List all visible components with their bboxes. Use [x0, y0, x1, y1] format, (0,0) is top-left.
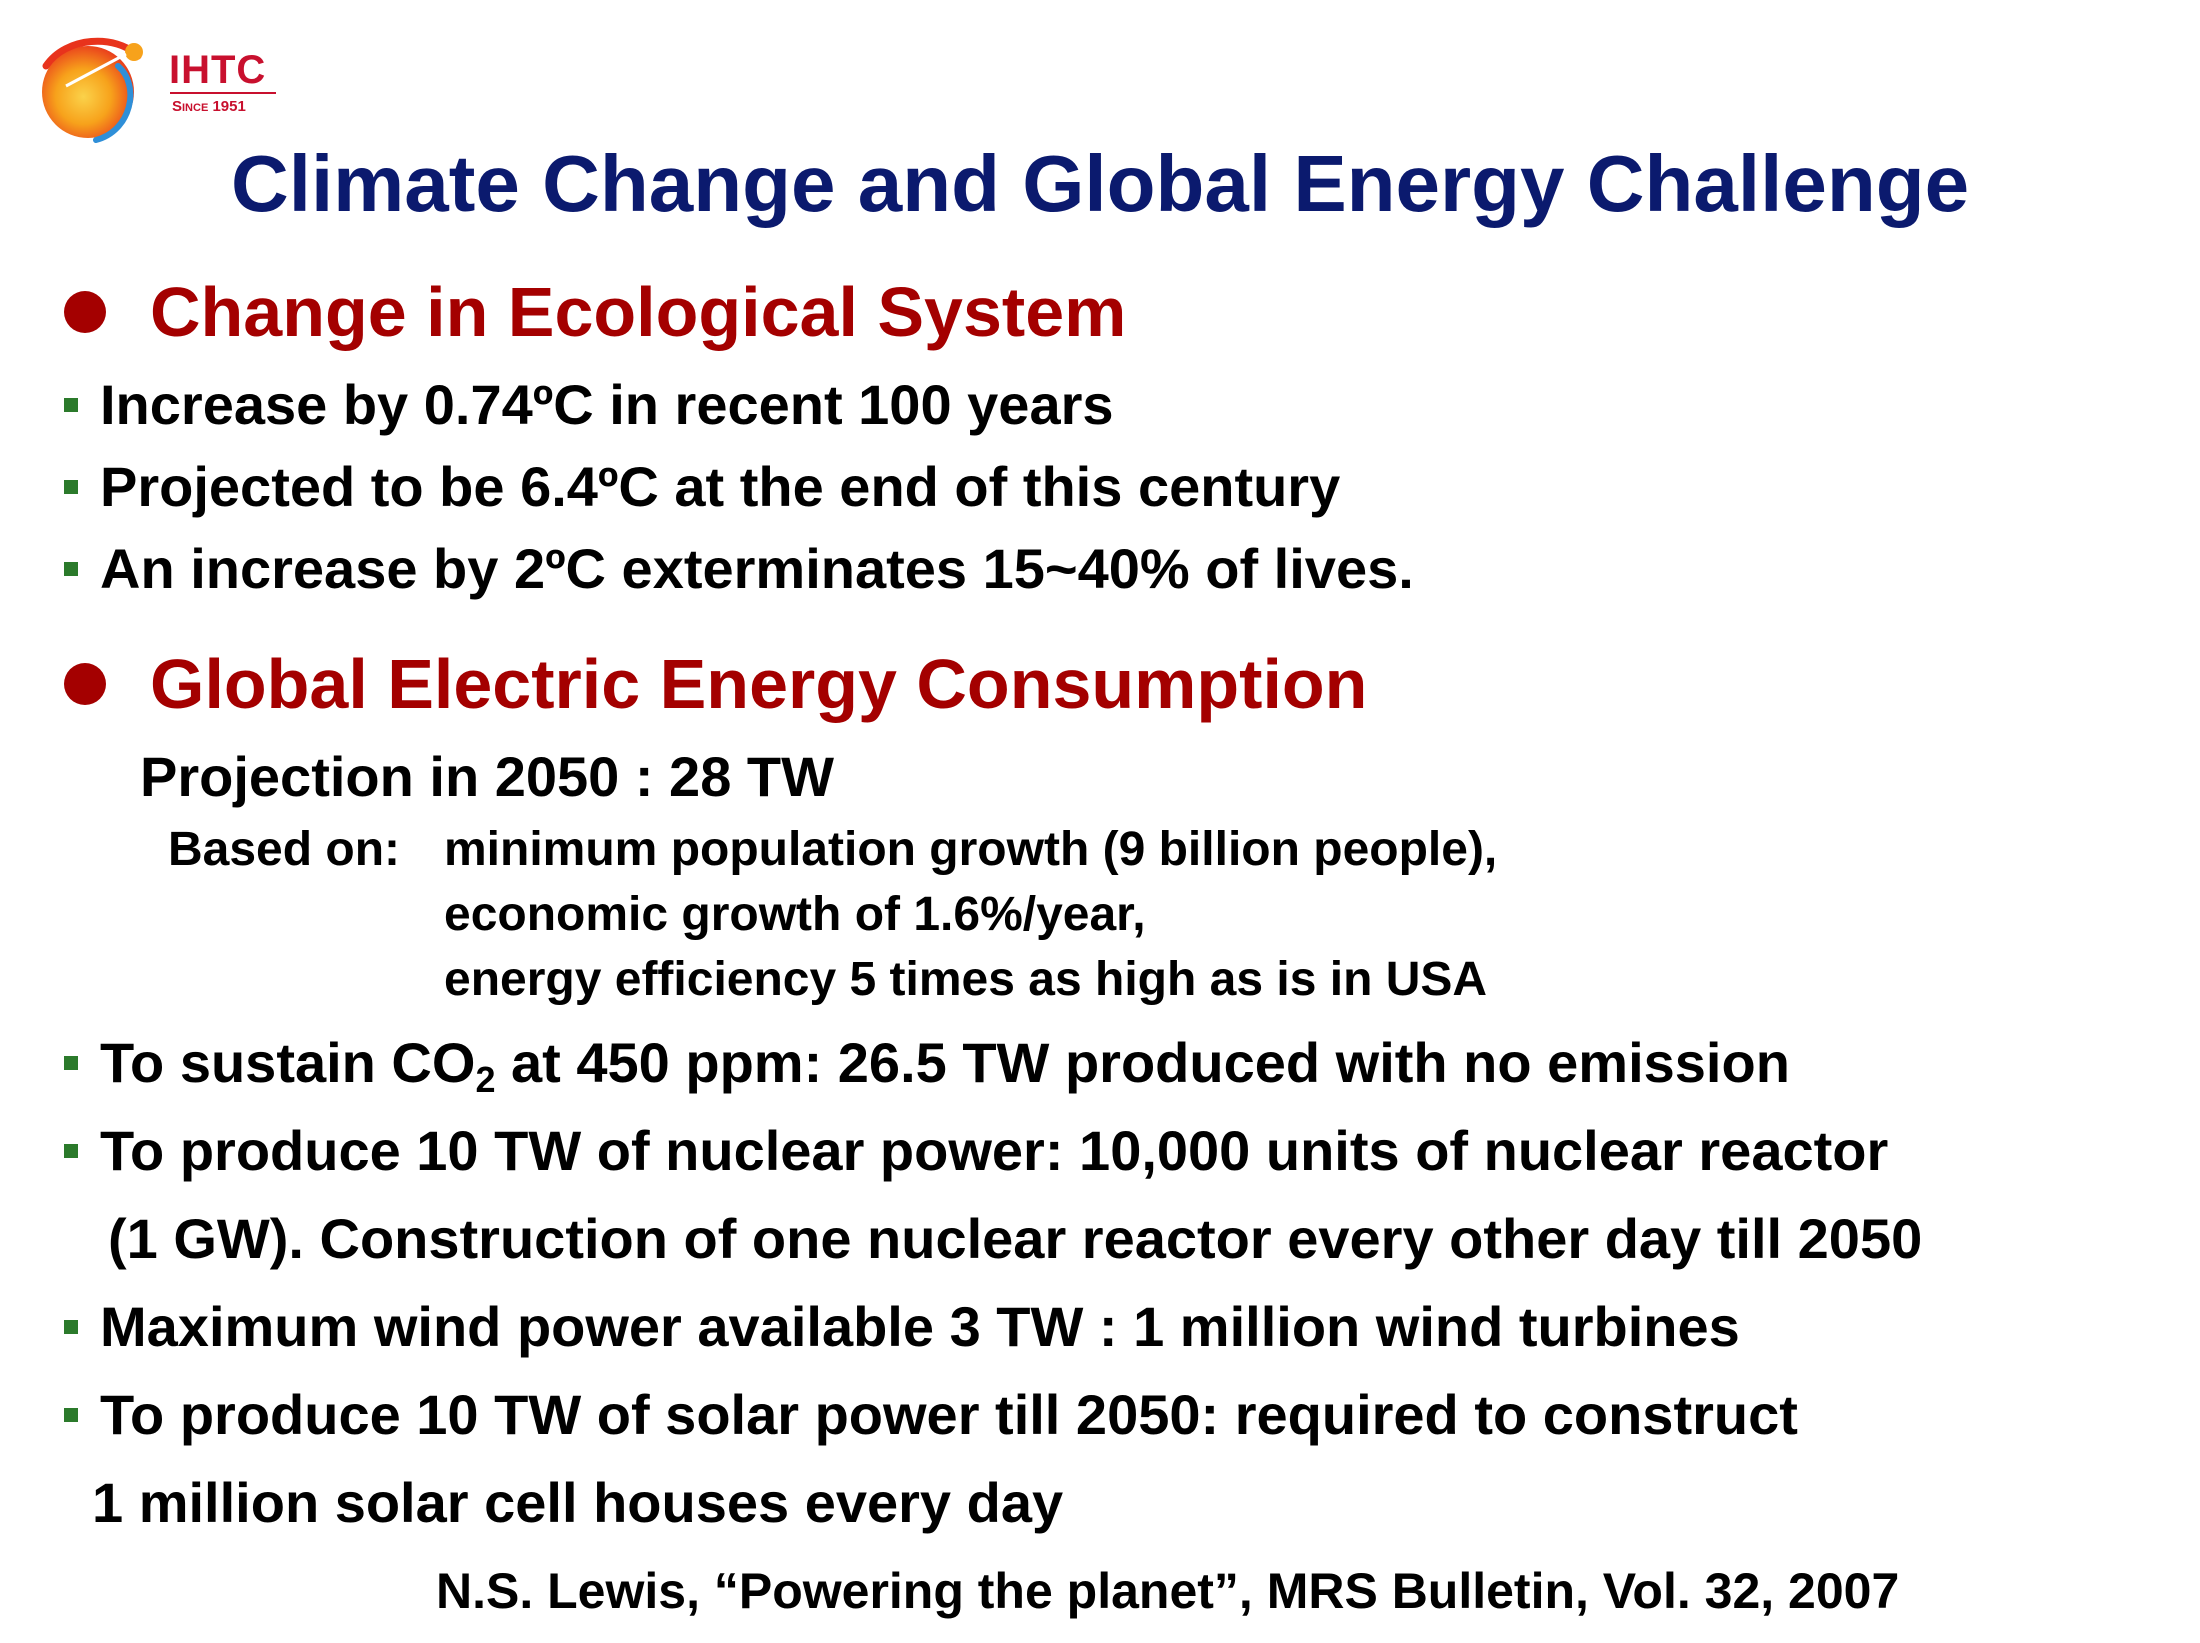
bullet-text: To produce 10 TW of solar power till 205…	[100, 1383, 1798, 1446]
square-bullet-icon	[64, 397, 78, 412]
logo-divider	[170, 92, 276, 94]
bullet-continuation: 1 million solar cell houses every day	[92, 1471, 1064, 1534]
bullet-text: Maximum wind power available 3 TW : 1 mi…	[100, 1295, 1740, 1358]
bullet-item: To produce 10 TW of solar power till 205…	[64, 1382, 1798, 1447]
section-bullet-icon	[64, 291, 106, 333]
based-on-line: economic growth of 1.6%/year,	[444, 888, 1146, 941]
bullet-text: An increase by 2ºC exterminates 15~40% o…	[100, 537, 1414, 600]
square-bullet-icon	[64, 1055, 78, 1070]
based-on-line: minimum population growth (9 billion peo…	[444, 823, 1498, 876]
bullet-item: An increase by 2ºC exterminates 15~40% o…	[64, 536, 1414, 601]
bullet-continuation: (1 GW). Construction of one nuclear reac…	[108, 1207, 1923, 1270]
section-bullet-icon	[64, 663, 106, 705]
bullet-item: To produce 10 TW of nuclear power: 10,00…	[64, 1118, 1888, 1183]
bullet-text: To sustain CO2 at 450 ppm: 26.5 TW produ…	[100, 1030, 1790, 1098]
co2-suffix: at 450 ppm: 26.5 TW produced with no emi…	[495, 1031, 1790, 1094]
square-bullet-icon	[64, 561, 78, 576]
based-on-line: energy efficiency 5 times as high as is …	[444, 953, 1488, 1006]
bullet-item: Projected to be 6.4ºC at the end of this…	[64, 454, 1340, 519]
square-bullet-icon	[64, 1319, 78, 1334]
section-heading: Change in Ecological System	[150, 273, 1127, 351]
projection-text: Projection in 2050 : 28 TW	[140, 745, 834, 808]
bullet-text: Increase by 0.74ºC in recent 100 years	[100, 373, 1114, 436]
section-heading-row: Change in Ecological System	[64, 272, 1126, 352]
logo-since: Since 1951	[172, 98, 246, 115]
bullet-item: Maximum wind power available 3 TW : 1 mi…	[64, 1294, 1740, 1359]
section-heading: Global Electric Energy Consumption	[150, 645, 1368, 723]
ihtc-logo: IHTC Since 1951	[26, 26, 286, 146]
square-bullet-icon	[64, 479, 78, 494]
square-bullet-icon	[64, 1143, 78, 1158]
bullet-text: To produce 10 TW of nuclear power: 10,00…	[100, 1119, 1889, 1182]
based-on-label: Based on:	[168, 823, 401, 876]
citation: N.S. Lewis, “Powering the planet”, MRS B…	[436, 1563, 1900, 1619]
bullet-item-co2: To sustain CO2 at 450 ppm: 26.5 TW produ…	[64, 1030, 1790, 1098]
logo-name: IHTC	[169, 48, 267, 92]
section-heading-row: Global Electric Energy Consumption	[64, 644, 1367, 724]
co2-prefix: To sustain CO	[100, 1031, 476, 1094]
slide-title: Climate Change and Global Energy Challen…	[230, 139, 1970, 228]
bullet-text: Projected to be 6.4ºC at the end of this…	[100, 455, 1341, 518]
globe-logo-icon	[42, 37, 143, 143]
co2-subscript: 2	[475, 1059, 496, 1100]
bullet-item: Increase by 0.74ºC in recent 100 years	[64, 372, 1114, 437]
square-bullet-icon	[64, 1407, 78, 1422]
